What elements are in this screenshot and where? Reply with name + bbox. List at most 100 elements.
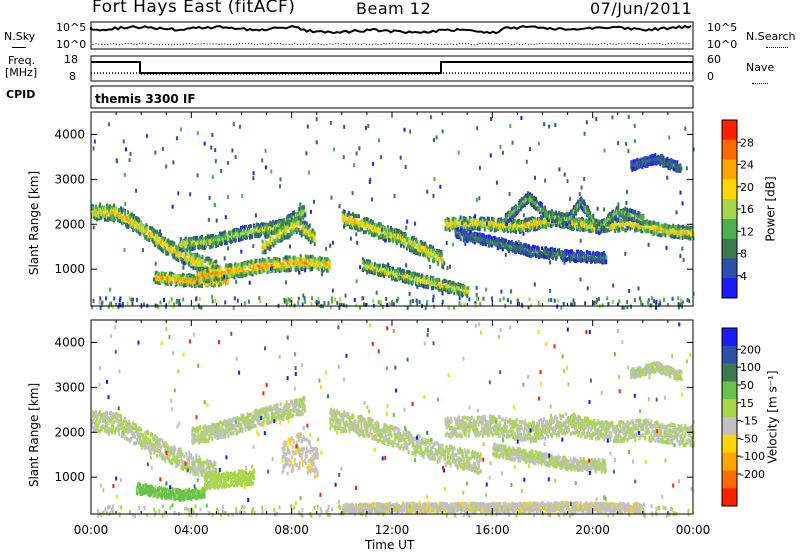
colorbar-tick-label: 24 <box>740 159 754 172</box>
xtick-label: 20:00 <box>575 523 610 537</box>
nsky-label: N.Sky <box>4 30 36 43</box>
velocity-colorbar-label: Velocity [m s⁻¹] <box>765 370 780 464</box>
colorbar-tick-label: 16 <box>740 203 754 216</box>
nsearch-tick-top: 10^5 <box>707 21 738 34</box>
colorbar-tick-label: 4 <box>740 270 747 283</box>
power-band <box>630 153 683 173</box>
power-band <box>341 209 445 270</box>
colorbar-segment <box>722 399 737 418</box>
nsky-legend-line <box>12 47 26 48</box>
ytick-label: 2000 <box>54 217 85 231</box>
colorbar-segment <box>722 120 737 141</box>
freq-tick-bottom: 8 <box>69 70 76 83</box>
colorbar-segment <box>722 328 737 347</box>
colorbar-segment <box>722 179 737 200</box>
colorbar-tick-label: 20 <box>740 181 754 194</box>
colorbar-tick-label: -200 <box>740 468 765 481</box>
nave-tick-bottom: 0 <box>707 70 714 83</box>
x-axis-label: Time UT <box>365 538 415 552</box>
cpid-label: CPID <box>6 88 36 101</box>
freq-label: Freq. <box>8 54 36 67</box>
noise-panel-frame <box>90 21 694 50</box>
colorbar-segment <box>722 238 737 259</box>
colorbar-segment <box>722 345 737 365</box>
ytick-label: 2000 <box>54 425 85 439</box>
colorbar-segment <box>722 363 737 382</box>
axes: 4000 3000 2000 1000 4000 3000 2000 1000 00:00 04:… <box>54 111 711 537</box>
colorbar-tick-label: -15 <box>740 415 758 428</box>
colorbar-segment <box>722 258 737 279</box>
velocity-band <box>341 500 645 515</box>
velocity-band <box>444 412 695 449</box>
colorbar-segment <box>722 381 737 400</box>
ytick-label: 3000 <box>54 172 85 186</box>
date-label: 07/Jun/2011 <box>590 0 693 18</box>
xtick-label: 12:00 <box>375 523 410 537</box>
colorbar-segment <box>722 278 737 299</box>
freq-unit: [MHz] <box>5 66 38 79</box>
colorbar-tick-label: 8 <box>740 248 747 261</box>
freq-tick-top: 18 <box>64 53 78 66</box>
colorbar-segment <box>722 417 737 436</box>
colorbar-segment <box>722 139 737 161</box>
nave-tick-top: 60 <box>707 53 721 66</box>
xtick-label: 00:00 <box>74 523 109 537</box>
ytick-label: 1000 <box>54 470 85 484</box>
colorbar-segment <box>722 488 737 507</box>
colorbar-tick-label: 100 <box>740 361 761 374</box>
station-title: Fort Hays East (fitACF) <box>92 0 296 17</box>
colorbar-tick-label: -50 <box>740 432 758 445</box>
velocity-heatmap <box>91 320 695 518</box>
nave-trace <box>91 72 693 75</box>
velocity-band <box>492 442 607 474</box>
power-cells <box>91 114 695 310</box>
power-band <box>454 226 608 265</box>
velocity-ylabel: Slant Range [km] <box>27 382 42 488</box>
colorbar-tick-label: 15 <box>740 397 754 410</box>
colorbar-tick-label: 28 <box>740 136 754 149</box>
power-band <box>196 254 331 285</box>
velocity-cells <box>91 322 695 518</box>
colorbar-segment <box>722 159 737 180</box>
velocity-band <box>329 407 482 475</box>
colorbar-segment <box>722 434 737 454</box>
velocity-band <box>191 395 306 445</box>
power-colorbar-label: Power [dB] <box>763 176 778 242</box>
xtick-label: 08:00 <box>274 523 309 537</box>
nsearch-tick-bottom: 10^0 <box>707 38 738 51</box>
colorbar-tick-label: 50 <box>740 379 754 392</box>
velocity-band <box>630 361 683 382</box>
power-ylabel: Slant Range [km] <box>27 170 42 276</box>
colorbar-segment <box>722 452 737 471</box>
top-panel-lines <box>90 24 693 75</box>
velocity-band <box>281 431 319 479</box>
velocity-colorbar-frame <box>721 327 738 507</box>
nsearch-label: N.Search <box>746 30 796 43</box>
ytick-label: 4000 <box>54 335 85 349</box>
ytick-label: 1000 <box>54 262 85 276</box>
power-band <box>504 191 645 236</box>
colorbars: 28 24 20 16 12 8 4 200 100 50 15 -15 -50 -100 -200 <box>721 119 765 507</box>
ytick-label: 4000 <box>54 127 85 141</box>
xtick-label: 16:00 <box>475 523 510 537</box>
ytick-label: 3000 <box>54 380 85 394</box>
nave-label: Nave <box>746 61 775 74</box>
colorbar-tick-label: 200 <box>740 343 761 356</box>
power-band <box>261 215 316 255</box>
freq-trace <box>91 61 693 74</box>
power-scatter <box>91 114 695 310</box>
nsearch-trace <box>90 42 692 46</box>
xtick-label: 04:00 <box>174 523 209 537</box>
colorbar-segment <box>722 199 737 220</box>
colorbar-segment <box>722 218 737 240</box>
colorbar-segment <box>722 470 737 489</box>
nsearch-legend-line <box>766 47 788 48</box>
beam-label: Beam 12 <box>356 0 432 18</box>
colorbar-tick-label: -100 <box>740 450 765 463</box>
velocity-band <box>203 468 255 491</box>
xtick-label: 00:00 <box>676 523 711 537</box>
nave-legend-line <box>752 83 768 84</box>
velocity-scatter <box>96 322 695 518</box>
cpid-text: themis 3300 IF <box>95 92 196 106</box>
